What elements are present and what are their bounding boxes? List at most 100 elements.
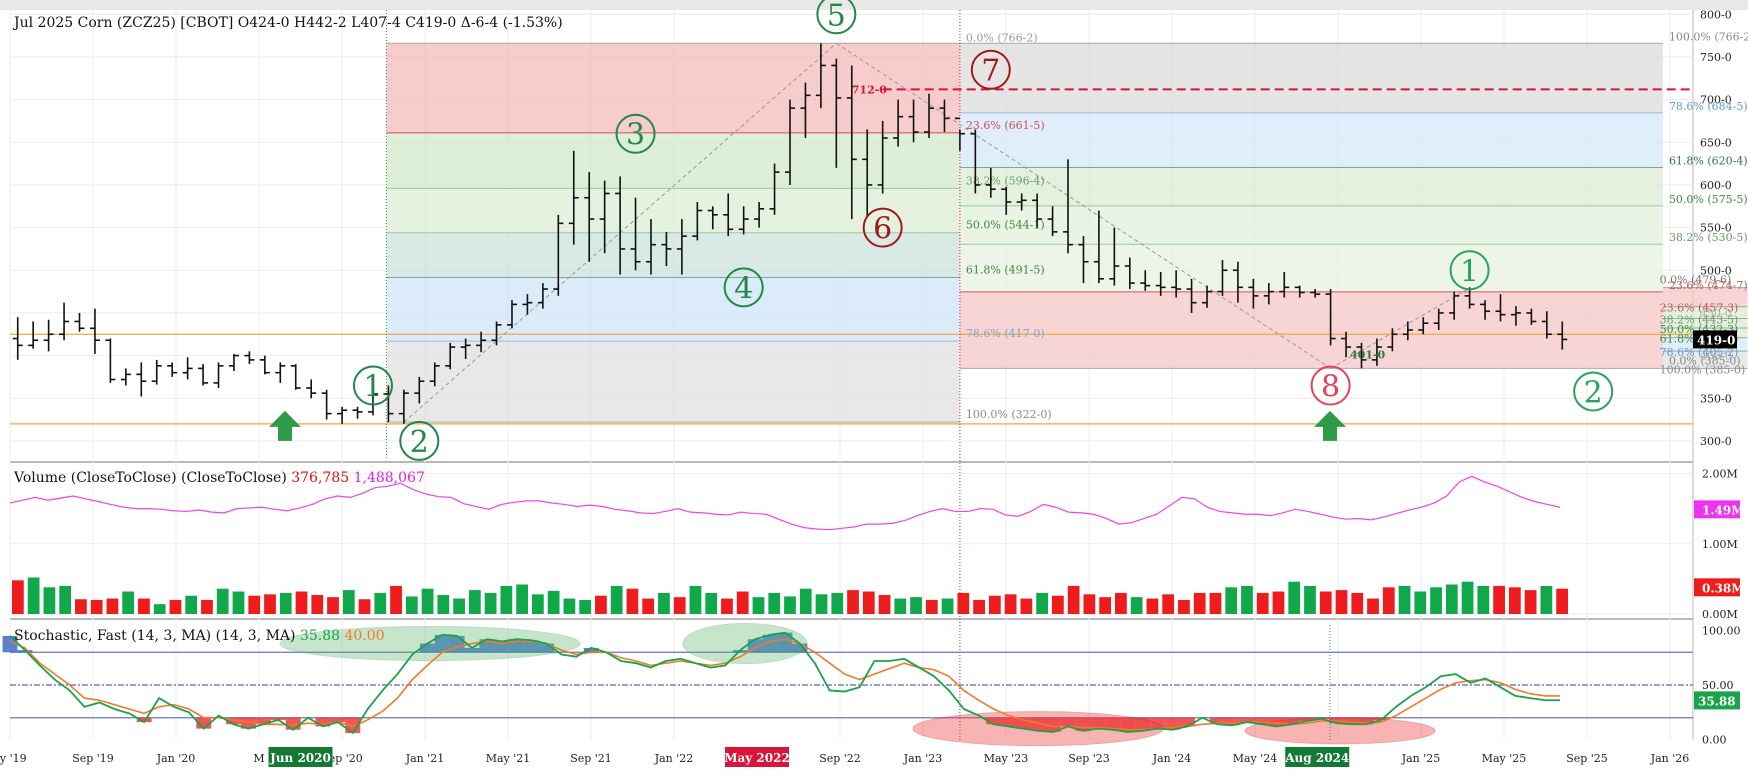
volume-bar (169, 599, 182, 614)
volume-bar (279, 592, 292, 614)
volume-bar (815, 594, 828, 614)
volume-bar (878, 595, 891, 614)
volume-bar (374, 592, 387, 614)
volume-bar (1193, 592, 1206, 614)
price-bar (985, 167, 996, 198)
price-bar (228, 353, 239, 371)
price-bar (754, 202, 765, 228)
fib-zone (959, 205, 1663, 245)
wave-label: 3 (615, 113, 656, 154)
volume-bar (468, 590, 481, 614)
price-bar (429, 362, 440, 387)
price-bar (167, 362, 178, 377)
volume-bar (358, 599, 371, 614)
volume-bar (595, 595, 607, 614)
volume-bar (1162, 594, 1175, 614)
volume-bar (1020, 598, 1033, 614)
date-tag-text: Jun 2020 (269, 751, 331, 765)
price-bar (1047, 206, 1058, 237)
volume-bar (1225, 587, 1238, 614)
price-tick-label: 500-0 (1700, 264, 1732, 277)
volume-bar (910, 597, 922, 614)
volume-pane[interactable]: 2.00M 1.00M 0.00M 1.49M 0.38M (9, 468, 1745, 621)
price-bar (1371, 338, 1382, 366)
vol-tag (1694, 578, 1740, 597)
stochastic-title: Stochastic, Fast (14, 3, MA) (14, 3, MA)… (14, 628, 385, 644)
price-bar (136, 362, 147, 397)
price-bar (1016, 193, 1027, 211)
price-tick-label: 750-0 (1700, 51, 1732, 64)
volume-bar (673, 597, 686, 614)
price-bar (182, 357, 193, 380)
price-bar (259, 355, 270, 375)
wave-label: 2 (399, 420, 440, 461)
volume-bar (138, 598, 150, 614)
volume-bar (547, 590, 560, 614)
x-tick-label: ay '19 (0, 752, 27, 765)
fib-label: 78.6% (405-2) (1660, 346, 1739, 359)
up-arrow-icon (269, 410, 301, 441)
volume-bar (768, 592, 781, 614)
volume-bar (1414, 591, 1427, 614)
price-bar (1202, 285, 1213, 308)
price-bar (306, 379, 317, 399)
volume-bar (1430, 587, 1442, 614)
volume-bar (75, 599, 87, 614)
volume-bar (437, 595, 450, 614)
volume-bar (705, 592, 718, 614)
stochastic-pane[interactable]: 100.00 50.00 0.00 35.88 (2, 623, 1741, 747)
price-bar (1294, 285, 1305, 298)
svg-text:8: 8 (1321, 369, 1340, 404)
volume-bar (1445, 584, 1458, 614)
volume-bar (1178, 599, 1190, 614)
price-bar (1418, 317, 1429, 335)
volume-bar (421, 588, 434, 614)
pane-headers: Jul 2025 Corn (ZCZ25) [CBOT] O424-0 H442… (12, 15, 563, 644)
x-tick-label: Jan '23 (903, 752, 943, 765)
fib-label: 0.0% (766-2) (966, 31, 1038, 44)
price-bar (661, 231, 672, 266)
x-tick-label: May '24 (1233, 752, 1278, 765)
price-bar (1557, 321, 1568, 350)
volume-bar (153, 604, 166, 614)
volume-bar (1004, 594, 1017, 614)
volume-bar (1461, 581, 1474, 614)
price-bar (198, 364, 209, 386)
volume-bar (1052, 595, 1064, 614)
svg-text:6: 6 (873, 212, 892, 247)
price-bar (244, 351, 255, 365)
price-bar (74, 312, 85, 332)
volume-bar (342, 590, 355, 614)
price-bar (584, 172, 595, 262)
volume-bar (311, 595, 324, 614)
fib-zone (959, 43, 1663, 113)
volume-bar (1099, 597, 1112, 614)
price-bar (1325, 289, 1336, 346)
volume-bar (626, 588, 639, 614)
fib-label: 38.2% (443-5) (1660, 313, 1739, 326)
price-bar (1124, 257, 1135, 290)
fib-label: 38.2% (596-4) (966, 174, 1045, 187)
volume-tick-label: 2.00M (1702, 468, 1738, 481)
price-bar (445, 342, 456, 370)
price-bar (1109, 227, 1120, 286)
price-bar (1001, 186, 1012, 215)
price-tick-label: 300-0 (1700, 435, 1732, 448)
volume-bar (43, 587, 56, 614)
price-bar (645, 219, 656, 275)
vol-tag-text: 0.38M (1702, 581, 1745, 595)
price-tick-label: 800-0 (1700, 8, 1732, 21)
volume-title: Volume (CloseToClose) (CloseToClose) 376… (13, 470, 425, 486)
date-tag-text: May 2022 (724, 751, 790, 765)
wave-label: 6 (862, 207, 903, 248)
price-bar (491, 321, 502, 346)
stoch-tag (1694, 691, 1740, 710)
price-bar (12, 317, 23, 360)
price-pane[interactable]: 800-0750-0700-0650-0600-0550-0500-0450-0… (10, 0, 1748, 740)
svg-text:7: 7 (981, 54, 1000, 89)
volume-bar (1083, 594, 1096, 614)
fib-label: 78.6% (684-5) (1669, 100, 1748, 113)
price-bar (398, 389, 409, 424)
fib-zone (959, 291, 1663, 369)
x-tick-label: Jan '24 (1152, 752, 1192, 765)
